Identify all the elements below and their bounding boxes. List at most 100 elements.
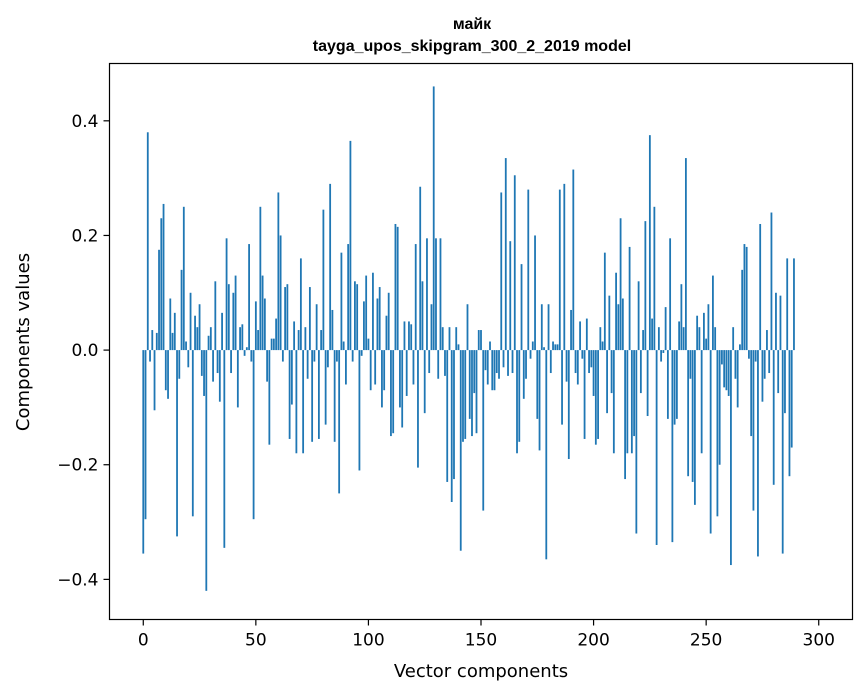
bar-68 <box>295 350 298 454</box>
bar-81 <box>324 350 327 425</box>
bar-124 <box>421 281 424 351</box>
bar-130 <box>435 238 437 351</box>
bar-214 <box>624 350 626 480</box>
bar-8 <box>160 218 163 351</box>
bar-110 <box>390 350 392 437</box>
bar-38 <box>227 284 230 351</box>
bar-148 <box>475 350 478 434</box>
bar-211 <box>617 304 620 351</box>
bar-247 <box>698 327 701 351</box>
bar-60 <box>277 192 280 351</box>
bar-190 <box>570 309 572 351</box>
bar-105 <box>378 287 381 351</box>
x-tick-label-50: 50 <box>245 631 267 651</box>
bar-29 <box>207 335 210 351</box>
bar-205 <box>603 252 606 351</box>
x-tick-label-150: 150 <box>465 631 497 651</box>
bar-102 <box>372 272 374 351</box>
bar-64 <box>286 284 289 351</box>
bar-95 <box>356 284 359 351</box>
bar-268 <box>745 246 748 351</box>
bar-241 <box>684 158 687 351</box>
bar-236 <box>673 350 676 425</box>
bar-63 <box>284 287 287 351</box>
bar-217 <box>630 350 633 454</box>
bar-47 <box>248 244 250 351</box>
bar-259 <box>725 350 728 391</box>
bar-12 <box>169 298 172 351</box>
bar-82 <box>327 350 329 368</box>
bar-65 <box>288 350 291 439</box>
bar-275 <box>761 350 764 402</box>
bar-249 <box>703 312 705 351</box>
bar-139 <box>455 327 458 351</box>
bar-237 <box>675 350 678 419</box>
bar-255 <box>716 350 719 517</box>
bar-240 <box>682 327 685 351</box>
bar-96 <box>358 350 361 471</box>
bar-97 <box>360 350 363 356</box>
bar-7 <box>158 249 160 351</box>
bar-42 <box>236 350 239 408</box>
bar-41 <box>234 275 237 351</box>
bar-24 <box>196 327 199 351</box>
bar-201 <box>594 350 597 445</box>
bar-225 <box>648 135 651 351</box>
bar-164 <box>511 350 514 374</box>
bar-191 <box>572 169 575 351</box>
bar-45 <box>243 350 246 356</box>
bar-185 <box>558 189 561 351</box>
bar-264 <box>736 350 739 408</box>
bar-61 <box>279 235 282 351</box>
bar-179 <box>545 350 548 560</box>
bar-167 <box>518 350 521 442</box>
bar-194 <box>579 321 581 351</box>
bar-21 <box>189 292 192 351</box>
chart-subtitle: tayga_upos_skipgram_300_2_2019 model <box>313 38 631 55</box>
bar-286 <box>786 258 789 351</box>
bar-248 <box>700 350 703 454</box>
bar-62 <box>281 350 284 362</box>
bar-269 <box>748 350 750 359</box>
bar-18 <box>182 206 185 351</box>
bar-197 <box>585 318 588 351</box>
bar-71 <box>302 350 305 454</box>
bar-252 <box>709 350 712 534</box>
bar-153 <box>486 350 489 385</box>
bar-207 <box>608 295 611 351</box>
bar-171 <box>527 189 530 351</box>
bar-180 <box>547 304 550 351</box>
bar-246 <box>696 315 699 351</box>
bar-256 <box>718 350 721 465</box>
bar-27 <box>203 350 205 396</box>
bar-174 <box>534 235 536 351</box>
bar-213 <box>621 298 624 351</box>
bar-66 <box>290 350 293 405</box>
bar-48 <box>250 350 253 362</box>
bar-133 <box>441 327 444 351</box>
bar-188 <box>565 350 568 382</box>
bar-33 <box>216 350 219 374</box>
x-axis: 0 50 100 150 200 250 300 <box>138 619 835 651</box>
bar-143 <box>464 350 467 439</box>
bar-263 <box>734 350 737 379</box>
bar-270 <box>750 350 753 437</box>
bar-262 <box>732 327 735 351</box>
bar-229 <box>657 327 660 351</box>
bar-284 <box>781 350 784 554</box>
bar-94 <box>354 281 356 351</box>
bar-156 <box>493 350 496 391</box>
bar-131 <box>437 350 440 379</box>
bar-93 <box>351 350 354 362</box>
bar-86 <box>336 350 338 362</box>
bar-132 <box>439 238 442 351</box>
x-tick-label-250: 250 <box>690 631 722 651</box>
bar-112 <box>394 223 397 351</box>
bar-51 <box>257 330 259 351</box>
bar-20 <box>187 350 190 368</box>
bar-183 <box>554 344 557 351</box>
bar-276 <box>763 350 766 379</box>
bar-90 <box>345 350 347 385</box>
bar-277 <box>766 330 768 351</box>
bar-78 <box>317 350 320 439</box>
